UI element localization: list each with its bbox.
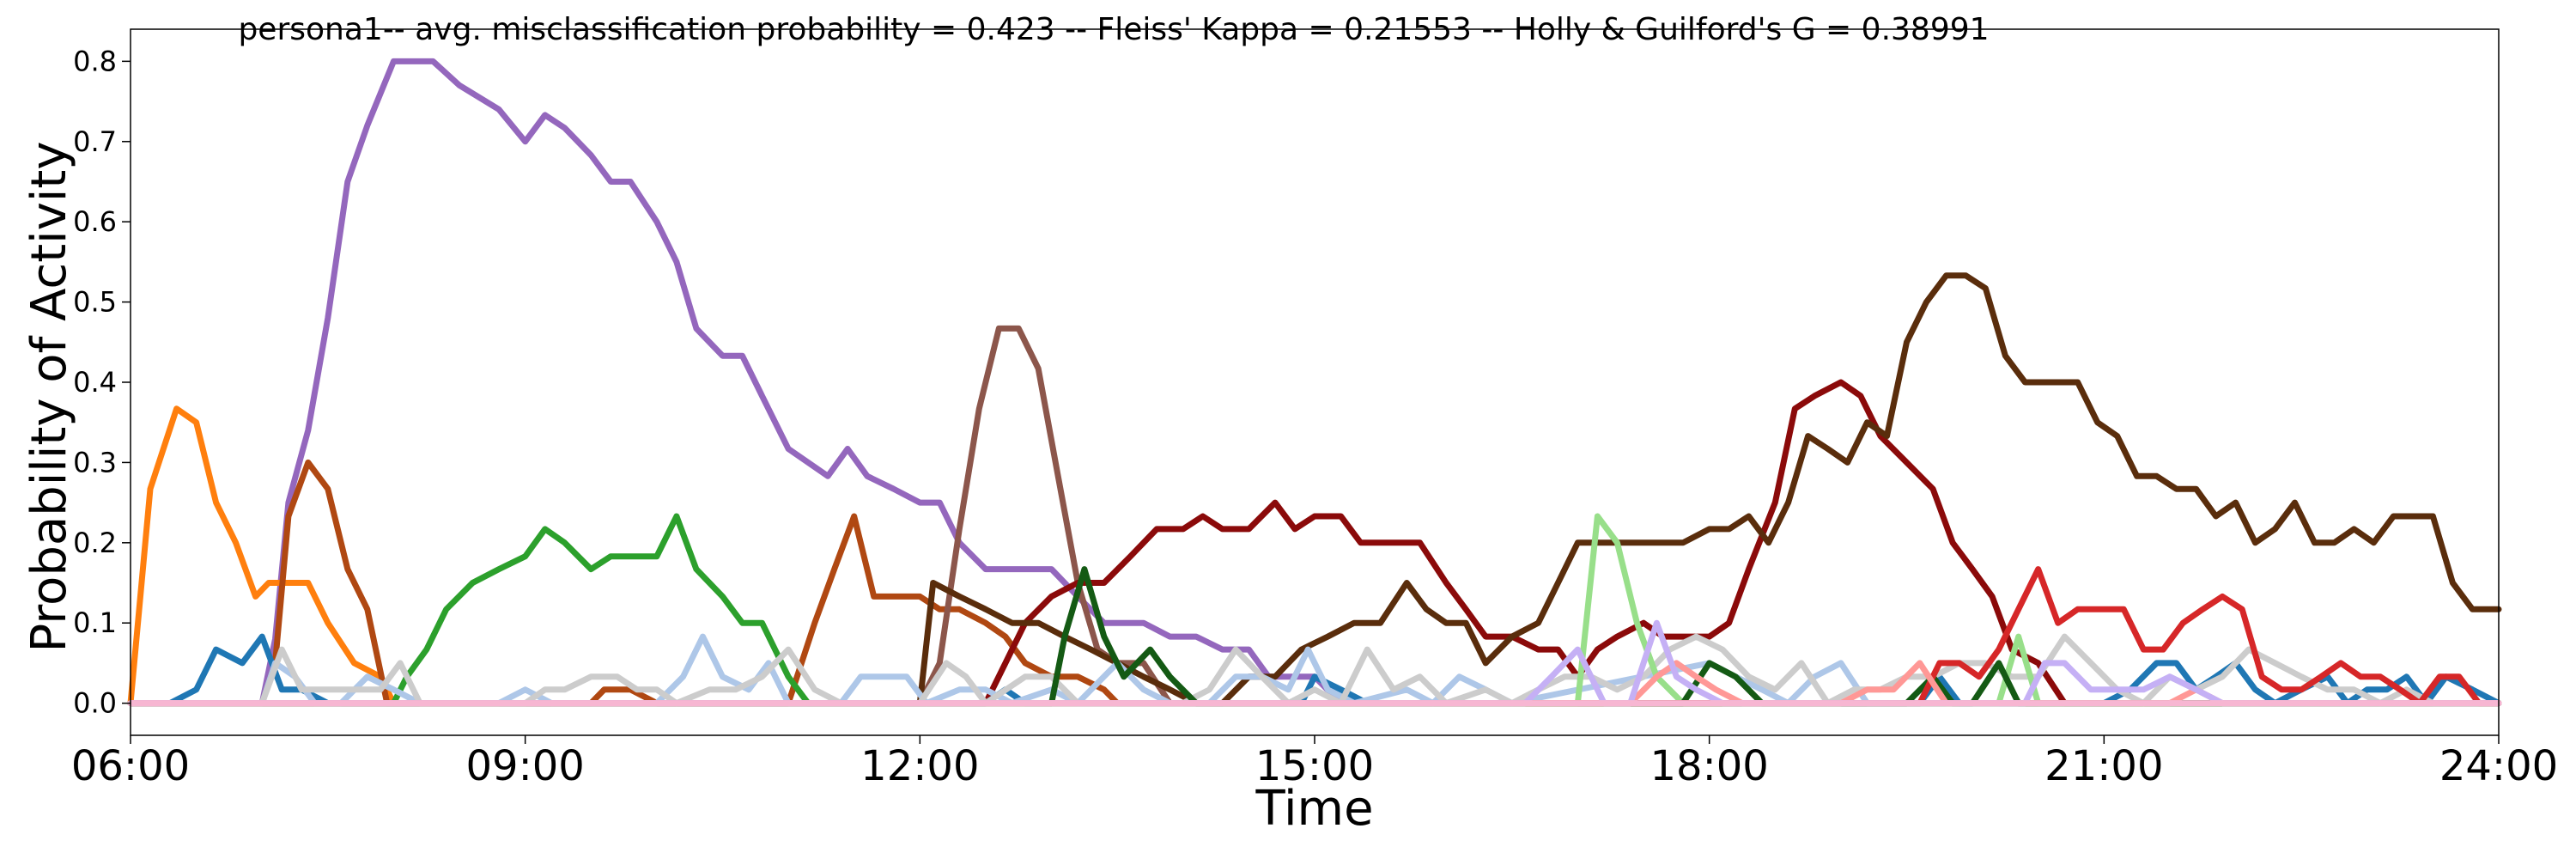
y-tick-label: 0.0	[73, 687, 117, 720]
x-tick-label: 12:00	[860, 742, 979, 790]
x-tick-label: 09:00	[466, 742, 585, 790]
plot-frame	[130, 28, 2500, 736]
series-line-2	[127, 405, 2502, 707]
y-tick-label: 0.5	[73, 286, 117, 319]
y-tick-label: 0.7	[73, 125, 117, 158]
x-axis: 06:00 09:00 12:00 15:00 18:00 21:00 24:00	[71, 735, 2558, 790]
x-tick-label: 06:00	[71, 742, 190, 790]
y-axis: 0.0 0.1 0.2 0.3 0.4 0.5 0.6 0.7 0.8	[73, 45, 131, 720]
series-line-4	[127, 513, 2502, 707]
series-line-13	[127, 566, 2502, 707]
y-axis-label: Probability of Activity	[21, 141, 77, 652]
y-tick-label: 0.4	[73, 366, 117, 399]
series-line-3	[127, 459, 2502, 707]
y-tick-label: 0.3	[73, 446, 117, 478]
x-tick-label: 18:00	[1650, 742, 1769, 790]
plot-lines	[127, 58, 2502, 707]
x-tick-label: 24:00	[2439, 742, 2558, 790]
x-axis-label: Time	[1255, 781, 1373, 837]
series-line-14	[127, 660, 2502, 707]
y-tick-label: 0.1	[73, 606, 117, 639]
y-tick-label: 0.2	[73, 527, 117, 559]
x-tick-label: 21:00	[2044, 742, 2163, 790]
y-tick-label: 0.8	[73, 45, 117, 77]
series-line-1	[127, 58, 2502, 707]
series-line-7	[127, 272, 2502, 707]
y-tick-label: 0.6	[73, 205, 117, 238]
x-tick-label: 15:00	[1255, 742, 1374, 790]
series-line-6	[127, 379, 2502, 707]
